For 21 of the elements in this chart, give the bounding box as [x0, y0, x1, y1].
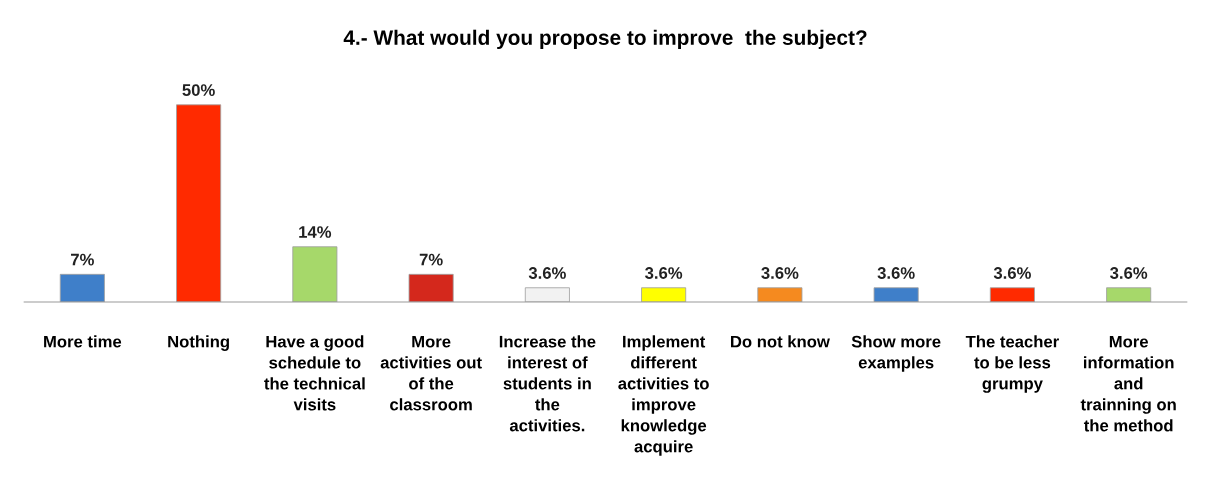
x-tick-label: The teacher to be less grumpy	[965, 335, 1059, 393]
data-label: 3.6%	[1110, 267, 1148, 279]
data-label: 3.6%	[761, 267, 799, 279]
data-label: 14%	[299, 226, 332, 238]
x-tick-label: Increase the interest of students in the activities.	[499, 335, 596, 432]
data-label: 3.6%	[877, 267, 915, 279]
x-tick-label: More activities out of the classroom	[380, 335, 482, 411]
data-label: 7%	[419, 253, 443, 266]
data-label: 3.6%	[528, 267, 566, 279]
x-tick-label: Implement different activities to improve knowledge acquire	[618, 335, 709, 456]
x-tick-label: More information and trainning on the method	[1080, 335, 1176, 432]
data-label: 7%	[71, 253, 94, 266]
chart-title: 4.- What would you propose to improve the subject?	[343, 29, 867, 50]
data-label: 3.6%	[645, 267, 683, 279]
x-tick-label: More time	[44, 335, 122, 348]
x-tick-label: Have a good schedule to the technical visits	[264, 335, 365, 411]
x-tick-label: Do not know	[731, 335, 830, 348]
data-label: 50%	[182, 84, 215, 96]
x-tick-label: Nothing	[168, 335, 229, 351]
data-label: 3.6%	[993, 267, 1031, 279]
x-tick-label: Show more examples	[851, 335, 941, 372]
